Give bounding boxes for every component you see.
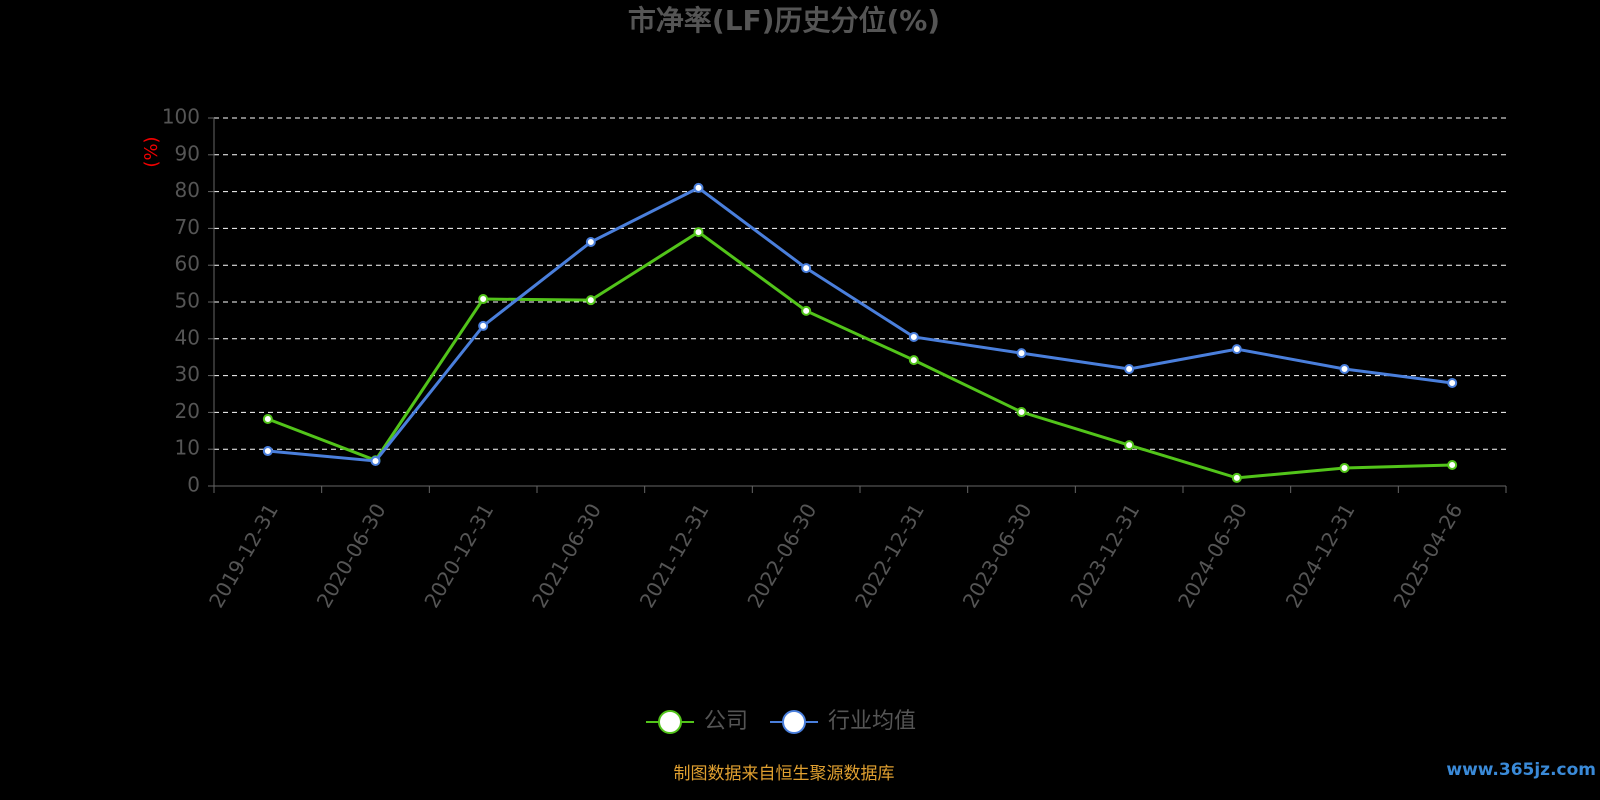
data-point — [693, 227, 704, 238]
x-tick-label: 2025-04-26 — [1388, 499, 1467, 612]
data-point — [1016, 348, 1027, 359]
y-tick-label: 30 — [175, 362, 200, 386]
data-point — [1124, 363, 1135, 374]
data-point — [908, 355, 919, 366]
x-tick-label: 2021-06-30 — [527, 499, 606, 612]
data-point — [1016, 407, 1027, 418]
x-tick-label: 2020-06-30 — [312, 499, 391, 612]
x-tick-label: 2024-12-31 — [1281, 499, 1360, 612]
data-point — [478, 294, 489, 305]
data-point — [801, 263, 812, 274]
data-point — [908, 331, 919, 342]
data-point — [262, 414, 273, 425]
y-tick-label: 20 — [175, 399, 200, 423]
x-tick-label: 2021-12-31 — [635, 499, 714, 612]
data-point — [1231, 344, 1242, 355]
x-tick-label: 2020-12-31 — [419, 499, 498, 612]
x-tick-label: 2022-12-31 — [850, 499, 929, 612]
y-tick-label: 10 — [175, 436, 200, 460]
data-point — [585, 295, 596, 306]
data-point — [1447, 377, 1458, 388]
legend-label: 公司 — [704, 709, 748, 734]
data-point — [478, 320, 489, 331]
x-tick-label: 2023-12-31 — [1065, 499, 1144, 612]
data-point — [801, 305, 812, 316]
data-point — [1124, 440, 1135, 451]
data-point — [585, 237, 596, 248]
y-tick-label: 100 — [162, 105, 200, 129]
y-tick-label: 0 — [187, 473, 200, 497]
y-tick-label: 80 — [175, 178, 200, 202]
x-tick-label: 2019-12-31 — [204, 499, 283, 612]
y-tick-label: 90 — [175, 141, 200, 165]
series-line — [267, 186, 1453, 463]
data-point — [1339, 462, 1350, 473]
legend-label: 行业均值 — [828, 709, 916, 734]
x-tick-label: 2024-06-30 — [1173, 499, 1252, 612]
data-point — [1231, 472, 1242, 483]
y-axis-label: (%) — [141, 136, 162, 167]
data-point — [262, 446, 273, 457]
y-tick-label: 50 — [175, 289, 200, 313]
data-point — [1447, 460, 1458, 471]
legend-marker — [782, 710, 807, 734]
y-tick-label: 40 — [175, 325, 200, 349]
data-point — [370, 455, 381, 466]
x-tick-label: 2022-06-30 — [742, 499, 821, 612]
chart-title: 市净率(LF)历史分位(%) — [628, 4, 940, 37]
x-tick-label: 2023-06-30 — [958, 499, 1037, 612]
data-point — [1339, 363, 1350, 374]
source-note: 制图数据来自恒生聚源数据库 — [674, 764, 895, 784]
data-point — [693, 182, 704, 193]
legend-marker — [658, 710, 682, 734]
watermark: www.365jz.com — [1446, 760, 1596, 780]
y-tick-label: 60 — [175, 252, 200, 276]
series-line — [267, 230, 1453, 480]
y-tick-label: 70 — [175, 215, 200, 239]
